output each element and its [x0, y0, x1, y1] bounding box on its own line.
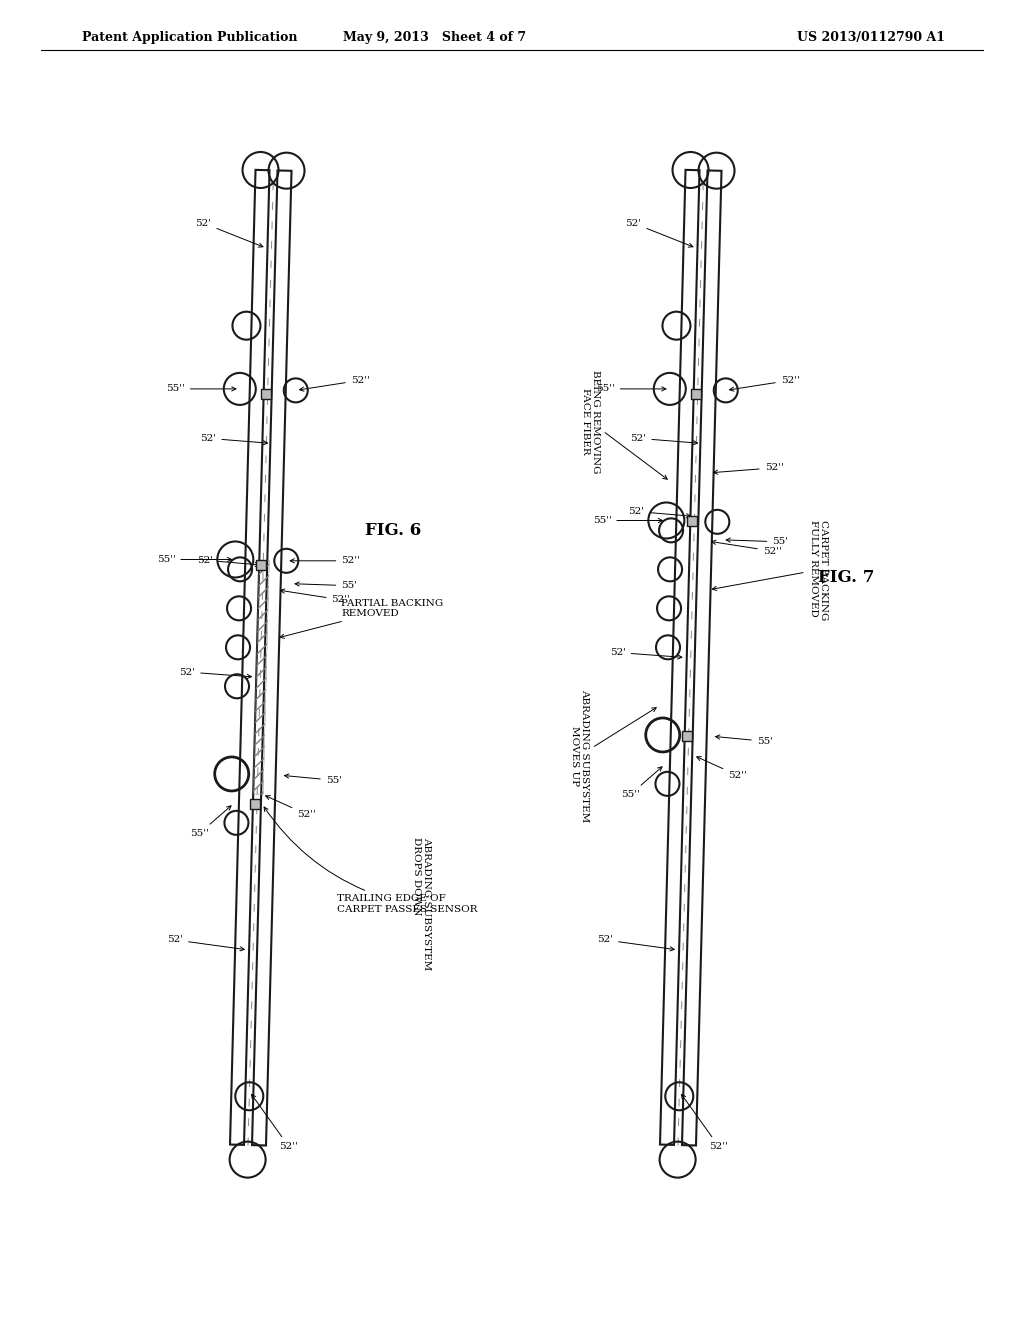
Text: 52': 52' [609, 648, 682, 659]
Text: 52'': 52'' [252, 1094, 298, 1151]
Text: PARTIAL BACKING
REMOVED: PARTIAL BACKING REMOVED [280, 598, 443, 639]
Text: 52'': 52'' [265, 796, 316, 818]
FancyBboxPatch shape [256, 560, 266, 570]
Text: 52': 52' [167, 936, 245, 950]
Text: 52'': 52'' [696, 756, 746, 780]
Text: 55'': 55'' [622, 767, 663, 799]
Text: 52'': 52'' [729, 376, 800, 391]
Text: CARPET BACKING
FULLY REMOVED: CARPET BACKING FULLY REMOVED [713, 520, 828, 620]
Polygon shape [252, 170, 292, 1146]
Text: 55': 55' [726, 537, 788, 546]
Text: TRAILING EDGE OF
CARPET PASSES SENSOR: TRAILING EDGE OF CARPET PASSES SENSOR [264, 807, 477, 913]
FancyBboxPatch shape [250, 799, 260, 809]
Text: US 2013/0112790 A1: US 2013/0112790 A1 [797, 30, 945, 44]
Text: ABRADING SUBSYSTEM
DROPS DOWN: ABRADING SUBSYSTEM DROPS DOWN [412, 837, 431, 970]
Text: May 9, 2013   Sheet 4 of 7: May 9, 2013 Sheet 4 of 7 [343, 30, 526, 44]
Text: 52': 52' [201, 434, 267, 445]
FancyBboxPatch shape [682, 730, 692, 741]
Text: 55'': 55'' [190, 805, 231, 838]
Text: BEING REMOVING
FACE FIBER: BEING REMOVING FACE FIBER [581, 370, 668, 479]
Text: 52': 52' [196, 219, 263, 247]
Text: 55': 55' [285, 774, 342, 784]
Text: 52'': 52'' [714, 463, 783, 474]
Text: 55'': 55'' [157, 554, 231, 564]
Text: 52'': 52'' [281, 589, 350, 605]
FancyBboxPatch shape [690, 389, 700, 400]
Text: 52': 52' [626, 219, 693, 247]
Text: 55'': 55'' [593, 516, 663, 525]
Text: 52'': 52'' [290, 556, 360, 565]
Text: FIG. 7: FIG. 7 [817, 569, 873, 586]
Polygon shape [660, 170, 699, 1144]
Polygon shape [682, 170, 722, 1146]
Text: 52'': 52'' [712, 540, 781, 556]
Text: Patent Application Publication: Patent Application Publication [82, 30, 298, 44]
Text: 55'': 55'' [596, 384, 666, 393]
FancyBboxPatch shape [687, 516, 697, 527]
Text: 52'': 52'' [300, 376, 370, 391]
Text: 52': 52' [597, 936, 674, 950]
Text: 52': 52' [629, 507, 690, 517]
Text: 55': 55' [716, 735, 773, 746]
Text: FIG. 6: FIG. 6 [366, 521, 422, 539]
Text: 55': 55' [295, 581, 357, 590]
Text: 52': 52' [179, 668, 252, 678]
Text: 52': 52' [198, 556, 259, 566]
Text: 52': 52' [631, 434, 697, 445]
Polygon shape [230, 170, 269, 1144]
Text: ABRADING SUBSYSTEM
MOVES UP: ABRADING SUBSYSTEM MOVES UP [569, 689, 656, 822]
Text: 52'': 52'' [682, 1094, 728, 1151]
Text: 55'': 55'' [166, 384, 236, 393]
FancyBboxPatch shape [261, 389, 270, 400]
